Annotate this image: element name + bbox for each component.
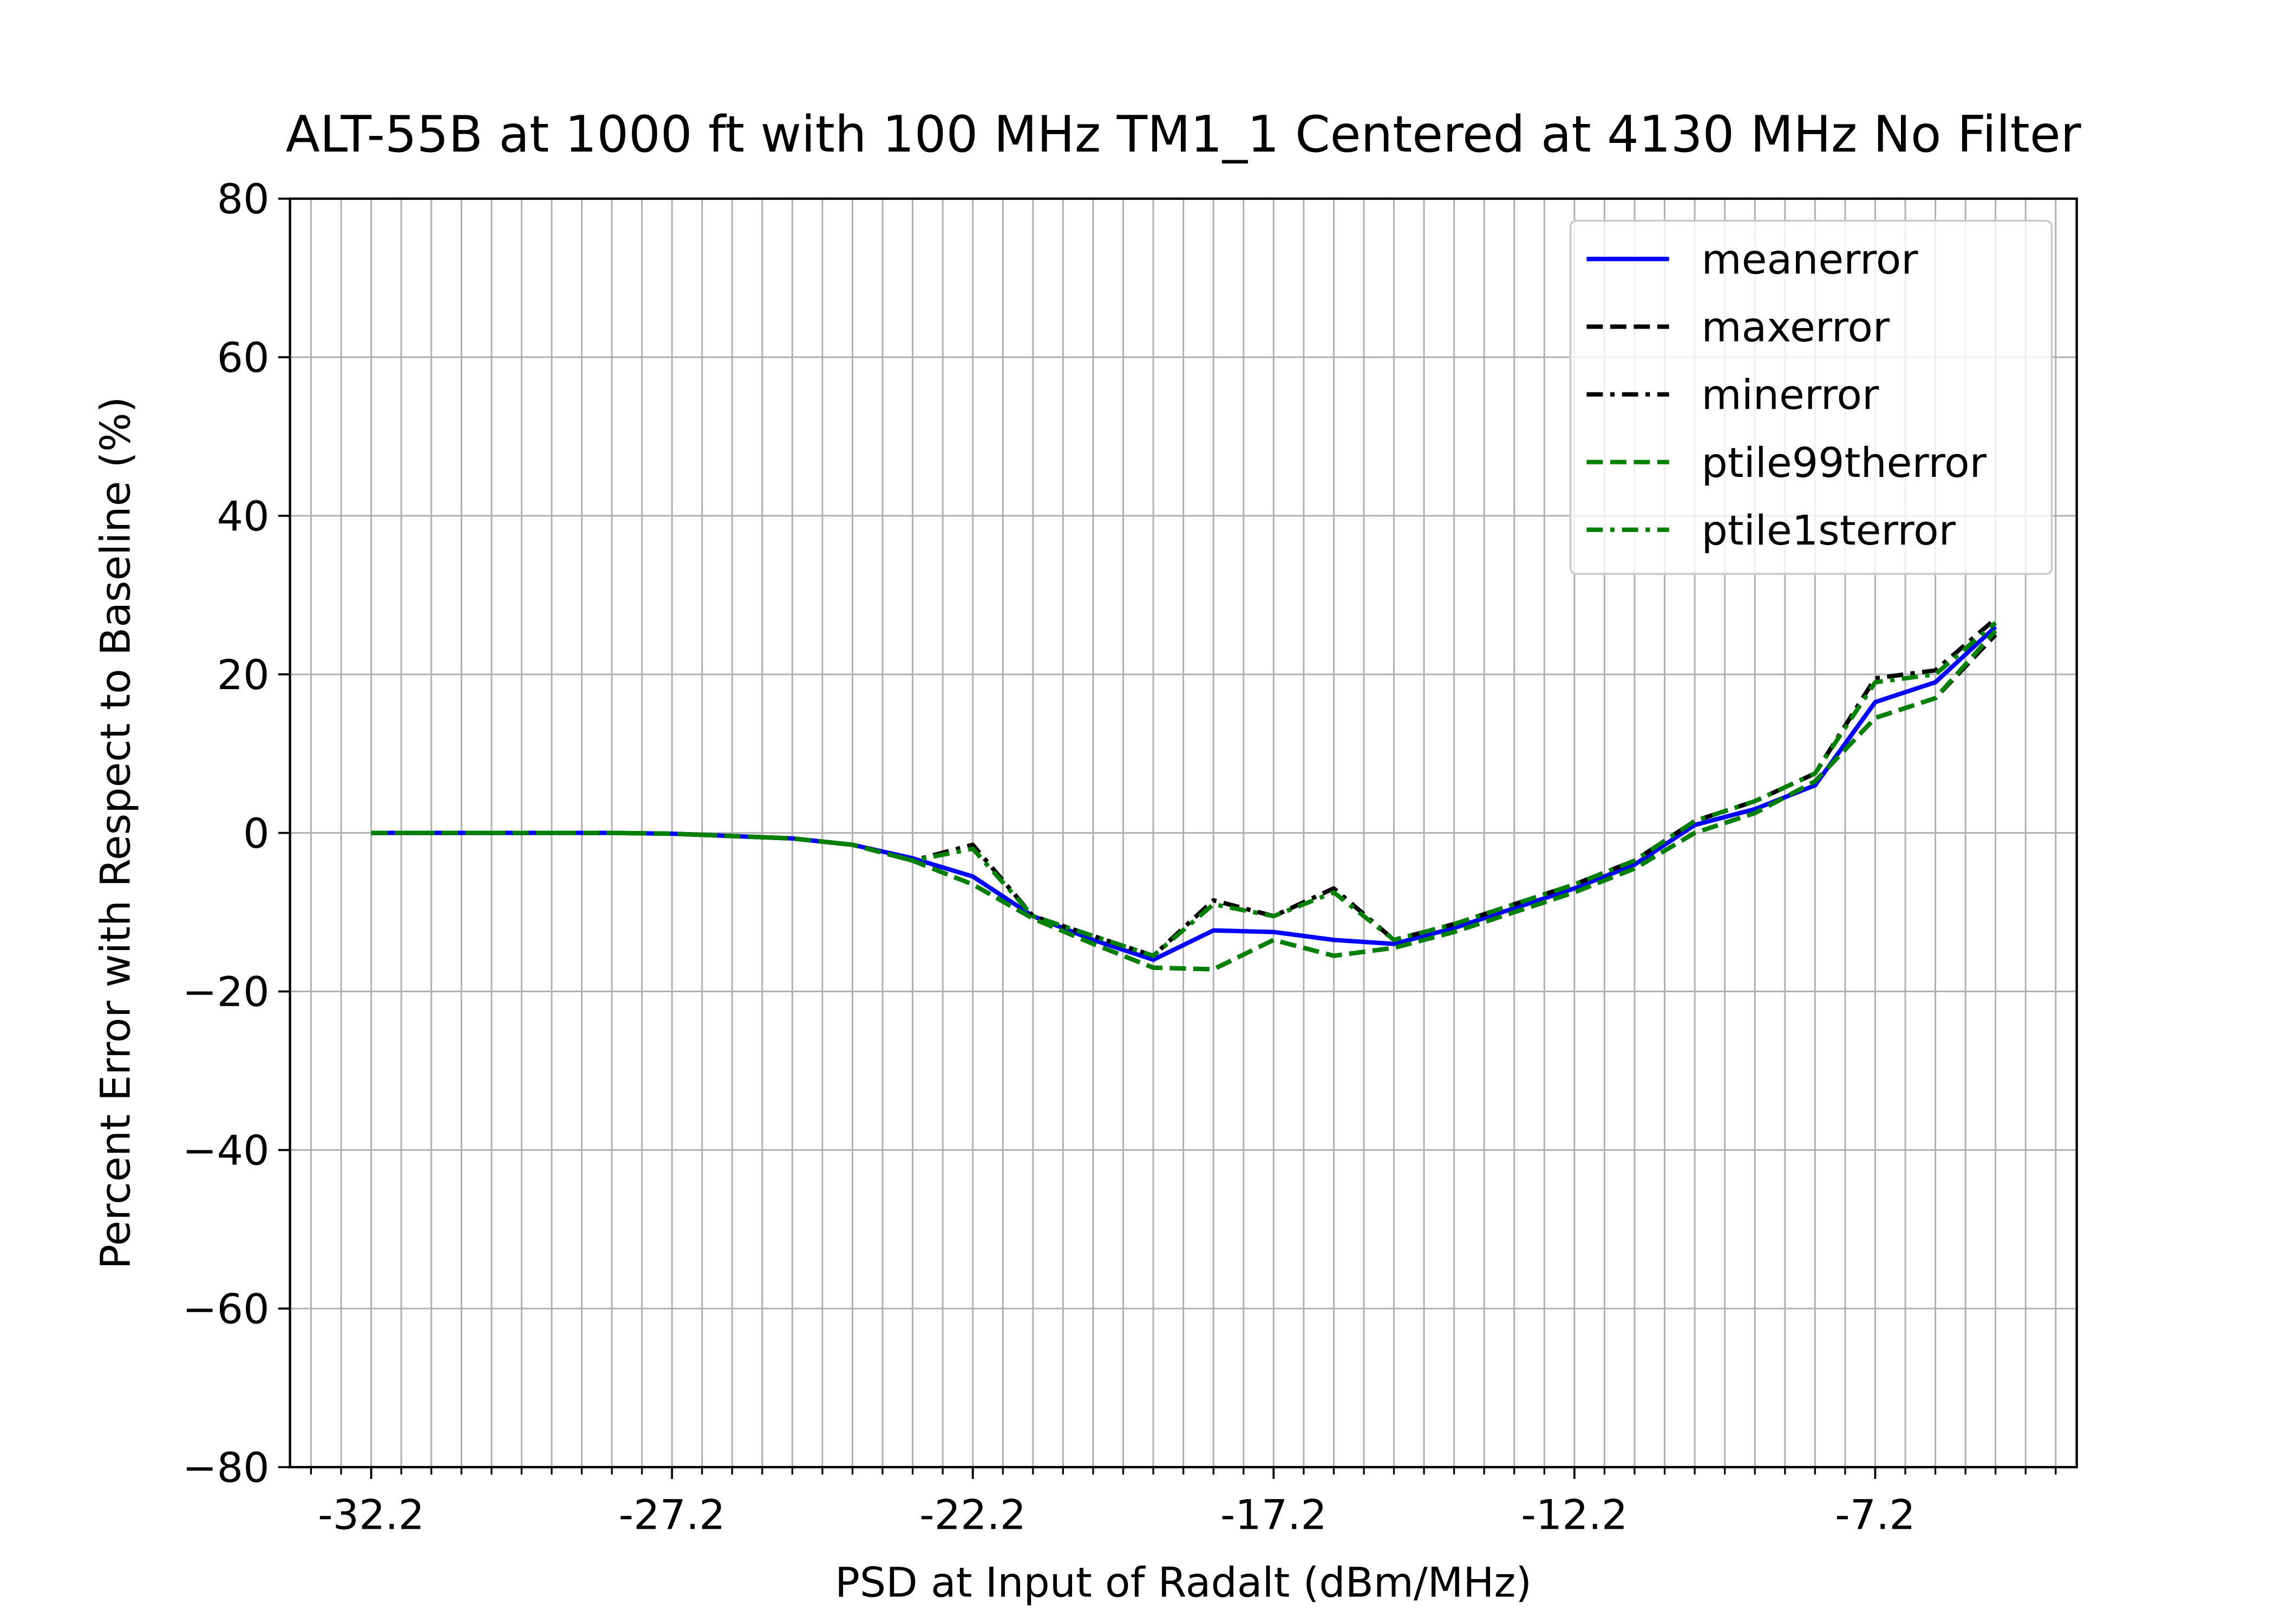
legend-label: ptile1sterror	[1701, 506, 1956, 554]
legend: meanerror maxerror minerror ptile99therror p…	[1569, 219, 2053, 575]
x-tick-label: -22.2	[919, 1490, 1026, 1538]
x-tick-label: -17.2	[1220, 1490, 1327, 1538]
y-tick-label: 20	[217, 651, 270, 699]
y-tick-label: 60	[217, 333, 270, 382]
x-tick-label: -27.2	[619, 1490, 726, 1538]
y-tick-label: −40	[182, 1127, 270, 1175]
y-tick-label: −80	[182, 1443, 270, 1491]
legend-box	[1569, 219, 2053, 575]
y-tick-label: 40	[217, 492, 270, 540]
y-tick-label: 80	[217, 175, 270, 223]
y-tick-label: −60	[182, 1285, 270, 1333]
legend-label: maxerror	[1701, 303, 1890, 351]
chart-title: ALT-55B at 1000 ft with 100 MHz TM1_1 Ce…	[286, 105, 2081, 163]
legend-label: ptile99therror	[1701, 438, 1987, 487]
legend-label: minerror	[1701, 371, 1879, 419]
x-tick-label: -7.2	[1835, 1490, 1916, 1538]
series-line	[371, 621, 1997, 958]
y-tick-label: 0	[243, 809, 269, 857]
y-tick-label: −20	[182, 968, 270, 1016]
x-tick-label: -32.2	[318, 1490, 424, 1538]
x-axis-label: PSD at Input of Radalt (dBm/MHz)	[835, 1558, 1532, 1606]
legend-label: meanerror	[1701, 235, 1918, 284]
x-tick-label: -12.2	[1521, 1490, 1628, 1538]
series-line	[371, 629, 1997, 972]
plot-frame	[289, 197, 2078, 1469]
y-axis-label: Percent Error with Respect to Baseline (…	[91, 397, 139, 1269]
